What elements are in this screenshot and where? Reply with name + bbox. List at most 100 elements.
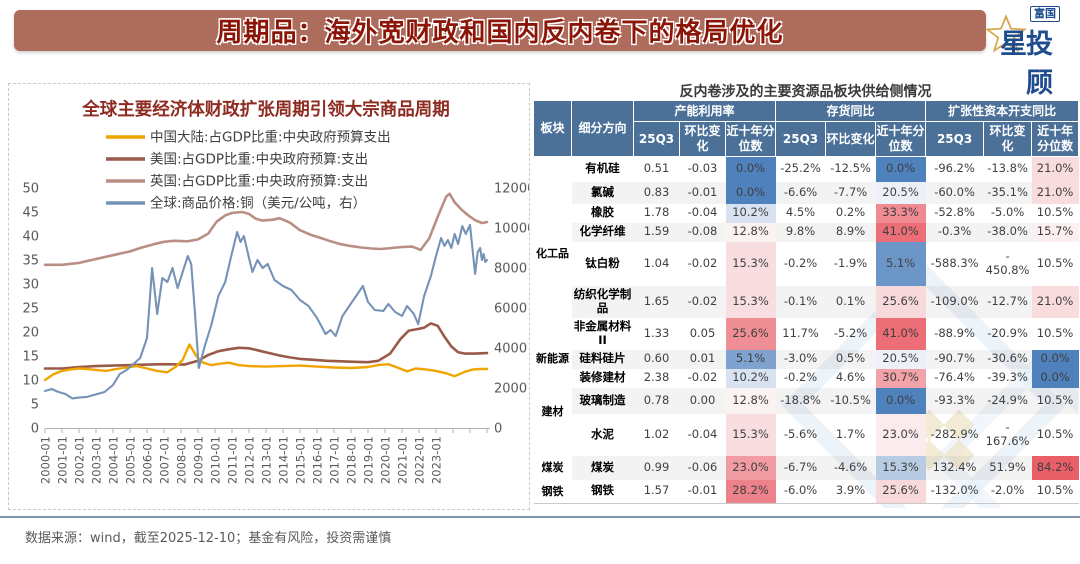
table-row: 玻璃制造 0.78 0.00 12.8% -18.8% -10.5% 0.0% -93.3% -… (533, 387, 1079, 414)
x-tick-label: 2004-01 (107, 436, 121, 484)
value-cell: -90.7% (934, 351, 975, 366)
table-row: 纺织化学制品 1.65 -0.02 15.3% -0.1% 0.1% 25.6% -109.0… (533, 285, 1079, 318)
value-cell: 21.0% (1031, 285, 1079, 318)
value-cell: -39.3% (987, 370, 1028, 385)
y-right-tick: 10000 (494, 222, 529, 237)
value-cell: -93.3% (934, 392, 975, 407)
value-cell: 0.0% (1031, 368, 1079, 388)
chart-title: 全球主要经济体财政扩张周期引领大宗商品周期 (81, 99, 450, 120)
x-tick-label: 2012-01 (243, 436, 257, 484)
value-cell: 4.5% (785, 205, 816, 220)
subheader-cell: 近十年分位数 (724, 121, 777, 157)
value-cell: 15.3% (725, 241, 776, 286)
x-tick-label: 2013-01 (260, 436, 274, 484)
value-cell: 0.0% (725, 181, 776, 204)
value-cell: 8.9% (835, 224, 866, 239)
value-cell: 0.78 (643, 392, 670, 407)
value-cell: 132.4% (932, 459, 977, 474)
value-cell: -6.6% (783, 184, 818, 199)
value-cell: -12.5% (830, 161, 871, 176)
subheader-cell: 近十年分位数 (875, 121, 927, 157)
value-cell: -132.0% (930, 483, 979, 498)
value-cell: 25.6% (725, 317, 776, 350)
value-cell: 10.5% (1036, 255, 1074, 270)
table-row: 化工品 有机硅 0.51 -0.03 0.0% -25.2% -12.5% 0.0% -96.2… (533, 156, 1079, 350)
value-cell: 0.5% (835, 351, 866, 366)
sector-cell: 煤炭 (533, 455, 572, 480)
value-cell: -25.2% (780, 161, 821, 176)
value-cell: 1.02 (643, 426, 670, 441)
value-cell: 10.5% (1036, 426, 1074, 441)
segment-cell: 水泥 (591, 426, 614, 441)
value-cell: -167.6% (985, 419, 1030, 448)
table-title: 反内卷涉及的主要资源品板块供给侧情况 (679, 84, 932, 100)
value-cell: 10.2% (725, 203, 776, 223)
value-cell: 33.3% (875, 203, 926, 223)
value-cell: -20.9% (987, 325, 1028, 340)
value-cell: -38.0% (987, 224, 1028, 239)
table-row: 水泥 1.02 -0.04 15.3% -5.6% 1.7% 23.0% -282.9% -16… (534, 413, 1079, 456)
x-tick-label: 2007-01 (158, 436, 172, 484)
value-cell: 25.6% (875, 479, 926, 504)
page-title: 周期品：海外宽财政和国内反内卷下的格局优化 (216, 18, 784, 48)
table-subheader-row: 25Q3 环比变化 近十年分位数 25Q3 环比变化 近十年分位数 25Q3 环比变化 近十年分… (534, 121, 1080, 157)
y-right-tick: 8000 (494, 262, 527, 277)
x-tick-label: 2010-01 (209, 436, 223, 484)
value-cell: -3.0% (783, 351, 818, 366)
value-cell: 15.3% (875, 455, 926, 480)
x-tick-label: 2014-01 (277, 436, 291, 484)
value-cell: 4.6% (835, 370, 866, 385)
value-cell: 10.5% (1036, 205, 1074, 220)
supply-table: 板块 细分方向 产能利用率 存货同比 扩张性资本开支同比 25Q3 环比变化 近十年分位数 25… (533, 100, 1080, 504)
sector-cell: 新能源 (533, 349, 572, 369)
value-cell: 3.9% (835, 483, 866, 498)
segment-cell: 有机硅 (585, 161, 620, 176)
value-cell: 51.9% (989, 459, 1026, 474)
value-cell: -0.2% (783, 255, 818, 270)
value-cell: 0.83 (643, 184, 670, 199)
value-cell: -588.3% (930, 255, 979, 270)
value-cell: -2.0% (990, 483, 1025, 498)
subheader-cell: 环比变化 (679, 121, 726, 157)
y-left-tick: 10 (22, 374, 39, 389)
subheader-cell: 25Q3 (775, 121, 827, 157)
segment-cell: 煤炭 (591, 459, 614, 474)
x-tick-label: 2002-01 (73, 436, 87, 484)
x-tick-label: 2017-01 (328, 436, 342, 484)
table-row: 建材 装修建材 2.38 -0.02 10.2% -0.2% 4.6% 30.7% -76.4%… (533, 368, 1079, 456)
value-cell: 0.01 (689, 351, 716, 366)
value-cell: -12.7% (987, 293, 1028, 308)
value-cell: 15.7% (1031, 222, 1079, 242)
subheader-cell: 环比变化 (983, 121, 1033, 157)
y-left-tick: 5 (31, 398, 39, 413)
y-left-tick: 35 (22, 254, 39, 269)
value-cell: -52.8% (934, 205, 975, 220)
value-cell: -0.1% (783, 293, 818, 308)
x-tick-label: 2022-01 (413, 436, 427, 484)
value-cell: 0.0% (1031, 349, 1079, 369)
table-row: 新能源 硅料硅片 0.60 0.01 5.1% -3.0% 0.5% 20.5% -90.7% -… (533, 349, 1079, 369)
value-cell: -6.0% (783, 483, 818, 498)
value-cell: -0.2% (783, 370, 818, 385)
x-tick-label: 2016-01 (311, 436, 325, 484)
title-bar: 周期品：海外宽财政和国内反内卷下的格局优化 (14, 10, 986, 51)
segment-cell: 玻璃制造 (579, 392, 626, 407)
value-cell: -60.0% (934, 184, 975, 199)
value-cell: 0.0% (725, 156, 776, 182)
value-cell: 41.0% (875, 317, 926, 350)
x-tick-label: 2008-01 (175, 436, 189, 484)
value-cell: 12.8% (725, 387, 776, 414)
value-cell: 1.65 (643, 293, 670, 308)
x-tick-label: 2023-01 (430, 436, 444, 484)
value-cell: -109.0% (930, 293, 979, 308)
subheader-cell: 近十年分位数 (1031, 121, 1080, 157)
value-cell: -76.4% (934, 370, 975, 385)
subheader-cell: 25Q3 (633, 121, 680, 157)
value-cell: -282.9% (930, 426, 979, 441)
value-cell: -0.01 (687, 483, 718, 498)
value-cell: 41.0% (875, 222, 926, 242)
value-cell: 0.60 (643, 351, 670, 366)
table-row: 煤炭 煤炭 0.99 -0.06 23.0% -6.7% -4.6% 15.3% 132.4% 5… (533, 455, 1079, 480)
segment-cell: 装修建材 (579, 370, 626, 385)
